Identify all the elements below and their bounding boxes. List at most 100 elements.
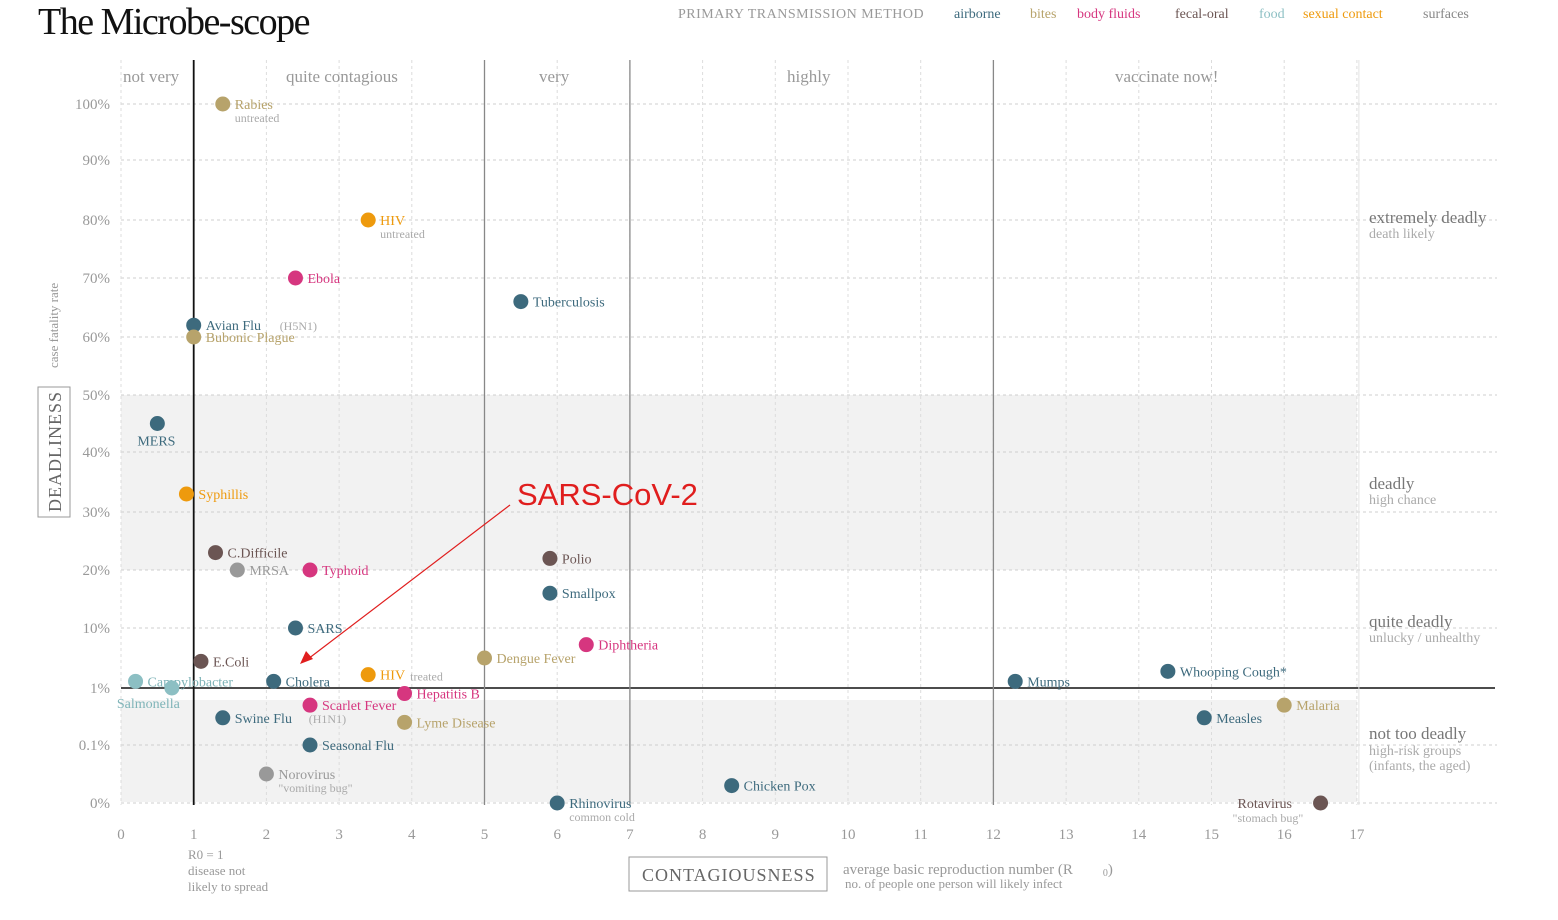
point-marker[interactable]	[186, 329, 202, 345]
point-lyme-disease[interactable]: Lyme Disease	[397, 714, 495, 732]
point-swine-flu[interactable]: Swine Flu (H1N1)	[215, 710, 346, 727]
point-marker[interactable]	[1276, 697, 1292, 713]
point-label: Avian Flu	[206, 319, 261, 334]
point-marker[interactable]	[360, 212, 376, 228]
point-hiv[interactable]: HIV treated	[360, 667, 443, 684]
point-marker[interactable]	[215, 710, 231, 726]
legend-body-fluids[interactable]: body fluids	[1077, 7, 1140, 22]
point-marker[interactable]	[397, 714, 413, 730]
legend-bites[interactable]: bites	[1030, 7, 1056, 22]
point-rotavirus[interactable]: Rotavirus"stomach bug"	[1233, 795, 1329, 826]
point-typhoid[interactable]: Typhoid	[302, 562, 369, 580]
point-syphillis[interactable]: Syphillis	[178, 486, 248, 504]
point-marker[interactable]	[258, 766, 274, 782]
point-chicken-pox[interactable]: Chicken Pox	[724, 778, 816, 795]
legend-surfaces[interactable]: surfaces	[1423, 7, 1469, 22]
zone-extremely-deadly-sub: death likely	[1369, 227, 1435, 242]
point-marker[interactable]	[724, 778, 740, 794]
x-axis-box-label: CONTAGIOUSNESS	[642, 865, 816, 885]
point-marker[interactable]	[1313, 795, 1329, 811]
point-marker[interactable]	[186, 317, 202, 333]
point-salmonella[interactable]: Salmonella	[117, 680, 181, 713]
x-tick-label: 16	[1277, 827, 1293, 843]
point-marker[interactable]	[477, 650, 492, 666]
point-measles[interactable]: Measles	[1196, 710, 1262, 727]
point-label: Ebola	[307, 272, 340, 287]
point-marker[interactable]	[128, 673, 144, 689]
point-marker[interactable]	[149, 416, 165, 431]
point-marker[interactable]	[164, 680, 180, 696]
point-marker[interactable]	[549, 795, 565, 811]
point-malaria[interactable]: Malaria	[1276, 697, 1341, 715]
point-label: MRSA	[249, 564, 290, 579]
point-tuberculosis[interactable]: Tuberculosis	[513, 294, 605, 311]
point-e-coli[interactable]: E.Coli	[193, 653, 249, 671]
legend-fecal-oral[interactable]: fecal-oral	[1175, 7, 1229, 22]
point-label: Smallpox	[562, 587, 616, 602]
point-label: Chicken Pox	[744, 780, 816, 795]
x-tick-label: 7	[626, 827, 634, 843]
point-label: Rhinovirus	[569, 797, 631, 812]
legend-sexual-contact[interactable]: sexual contact	[1303, 7, 1383, 22]
point-marker[interactable]	[1160, 663, 1176, 679]
point-marker[interactable]	[266, 673, 282, 689]
point-marker[interactable]	[1196, 710, 1212, 726]
point-ebola[interactable]: Ebola	[287, 270, 341, 288]
point-diphtheria[interactable]: Diphtheria	[578, 637, 659, 654]
point-seasonal-flu[interactable]: Seasonal Flu	[302, 737, 394, 755]
x-tick-label: 8	[699, 827, 707, 843]
point-hepatitis-b[interactable]: Hepatitis B	[397, 686, 480, 703]
point-marker[interactable]	[302, 562, 318, 578]
point-label: C.Difficile	[228, 547, 288, 562]
point-marker[interactable]	[302, 697, 318, 713]
point-norovirus[interactable]: Norovirus"vomiting bug"	[258, 766, 353, 796]
point-marker[interactable]	[397, 686, 413, 702]
legend-airborne[interactable]: airborne	[954, 7, 1001, 22]
point-marker[interactable]	[542, 585, 558, 601]
point-label: HIV	[380, 669, 405, 684]
y-tick-label: 50%	[83, 388, 111, 404]
point-marker[interactable]	[302, 737, 318, 753]
point-marker[interactable]	[215, 96, 231, 112]
point-c-difficile[interactable]: C.Difficile	[208, 545, 288, 562]
point-label: Diphtheria	[598, 639, 659, 654]
point-sublabel: treated	[410, 670, 443, 684]
point-mers[interactable]: MERS	[137, 416, 175, 450]
point-polio[interactable]: Polio	[542, 550, 592, 568]
y-tick-label: 0%	[90, 796, 110, 812]
point-marker[interactable]	[287, 620, 303, 636]
x-axis-desc2: no. of people one person will likely inf…	[845, 876, 1063, 891]
point-avian-flu[interactable]: Avian Flu (H5N1)	[186, 317, 317, 335]
point-marker[interactable]	[360, 667, 376, 683]
point-label: Rotavirus	[1238, 797, 1292, 812]
point-whooping-cough[interactable]: Whooping Cough*	[1160, 663, 1287, 681]
point-marker[interactable]	[178, 486, 194, 502]
point-label: Salmonella	[117, 697, 181, 712]
point-marker[interactable]	[578, 637, 594, 653]
point-smallpox[interactable]: Smallpox	[542, 585, 616, 603]
point-sars[interactable]: SARS	[287, 620, 343, 638]
zone-not-too-deadly: not too deadly	[1369, 724, 1467, 743]
x-tick-label: 17	[1349, 827, 1365, 843]
point-dengue-fever[interactable]: Dengue Fever	[477, 650, 576, 668]
zone-deadly: deadly	[1369, 474, 1415, 493]
point-marker[interactable]	[229, 562, 245, 578]
annotation-arrowhead	[300, 651, 313, 664]
y-tick-label: 100%	[75, 97, 110, 113]
x-tick-label: 11	[913, 827, 927, 843]
point-mumps[interactable]: Mumps	[1007, 673, 1070, 691]
point-marker[interactable]	[513, 294, 529, 310]
point-mrsa[interactable]: MRSA	[229, 562, 290, 580]
point-marker[interactable]	[542, 550, 558, 566]
point-marker[interactable]	[287, 270, 303, 286]
point-marker[interactable]	[1007, 673, 1023, 689]
point-cholera[interactable]: Cholera	[266, 673, 331, 691]
point-marker[interactable]	[208, 545, 224, 561]
point-scarlet-fever[interactable]: Scarlet Fever	[302, 697, 397, 715]
point-marker[interactable]	[193, 653, 209, 669]
point-bubonic-plague[interactable]: Bubonic Plague	[186, 329, 295, 347]
legend-food[interactable]: food	[1259, 7, 1285, 22]
